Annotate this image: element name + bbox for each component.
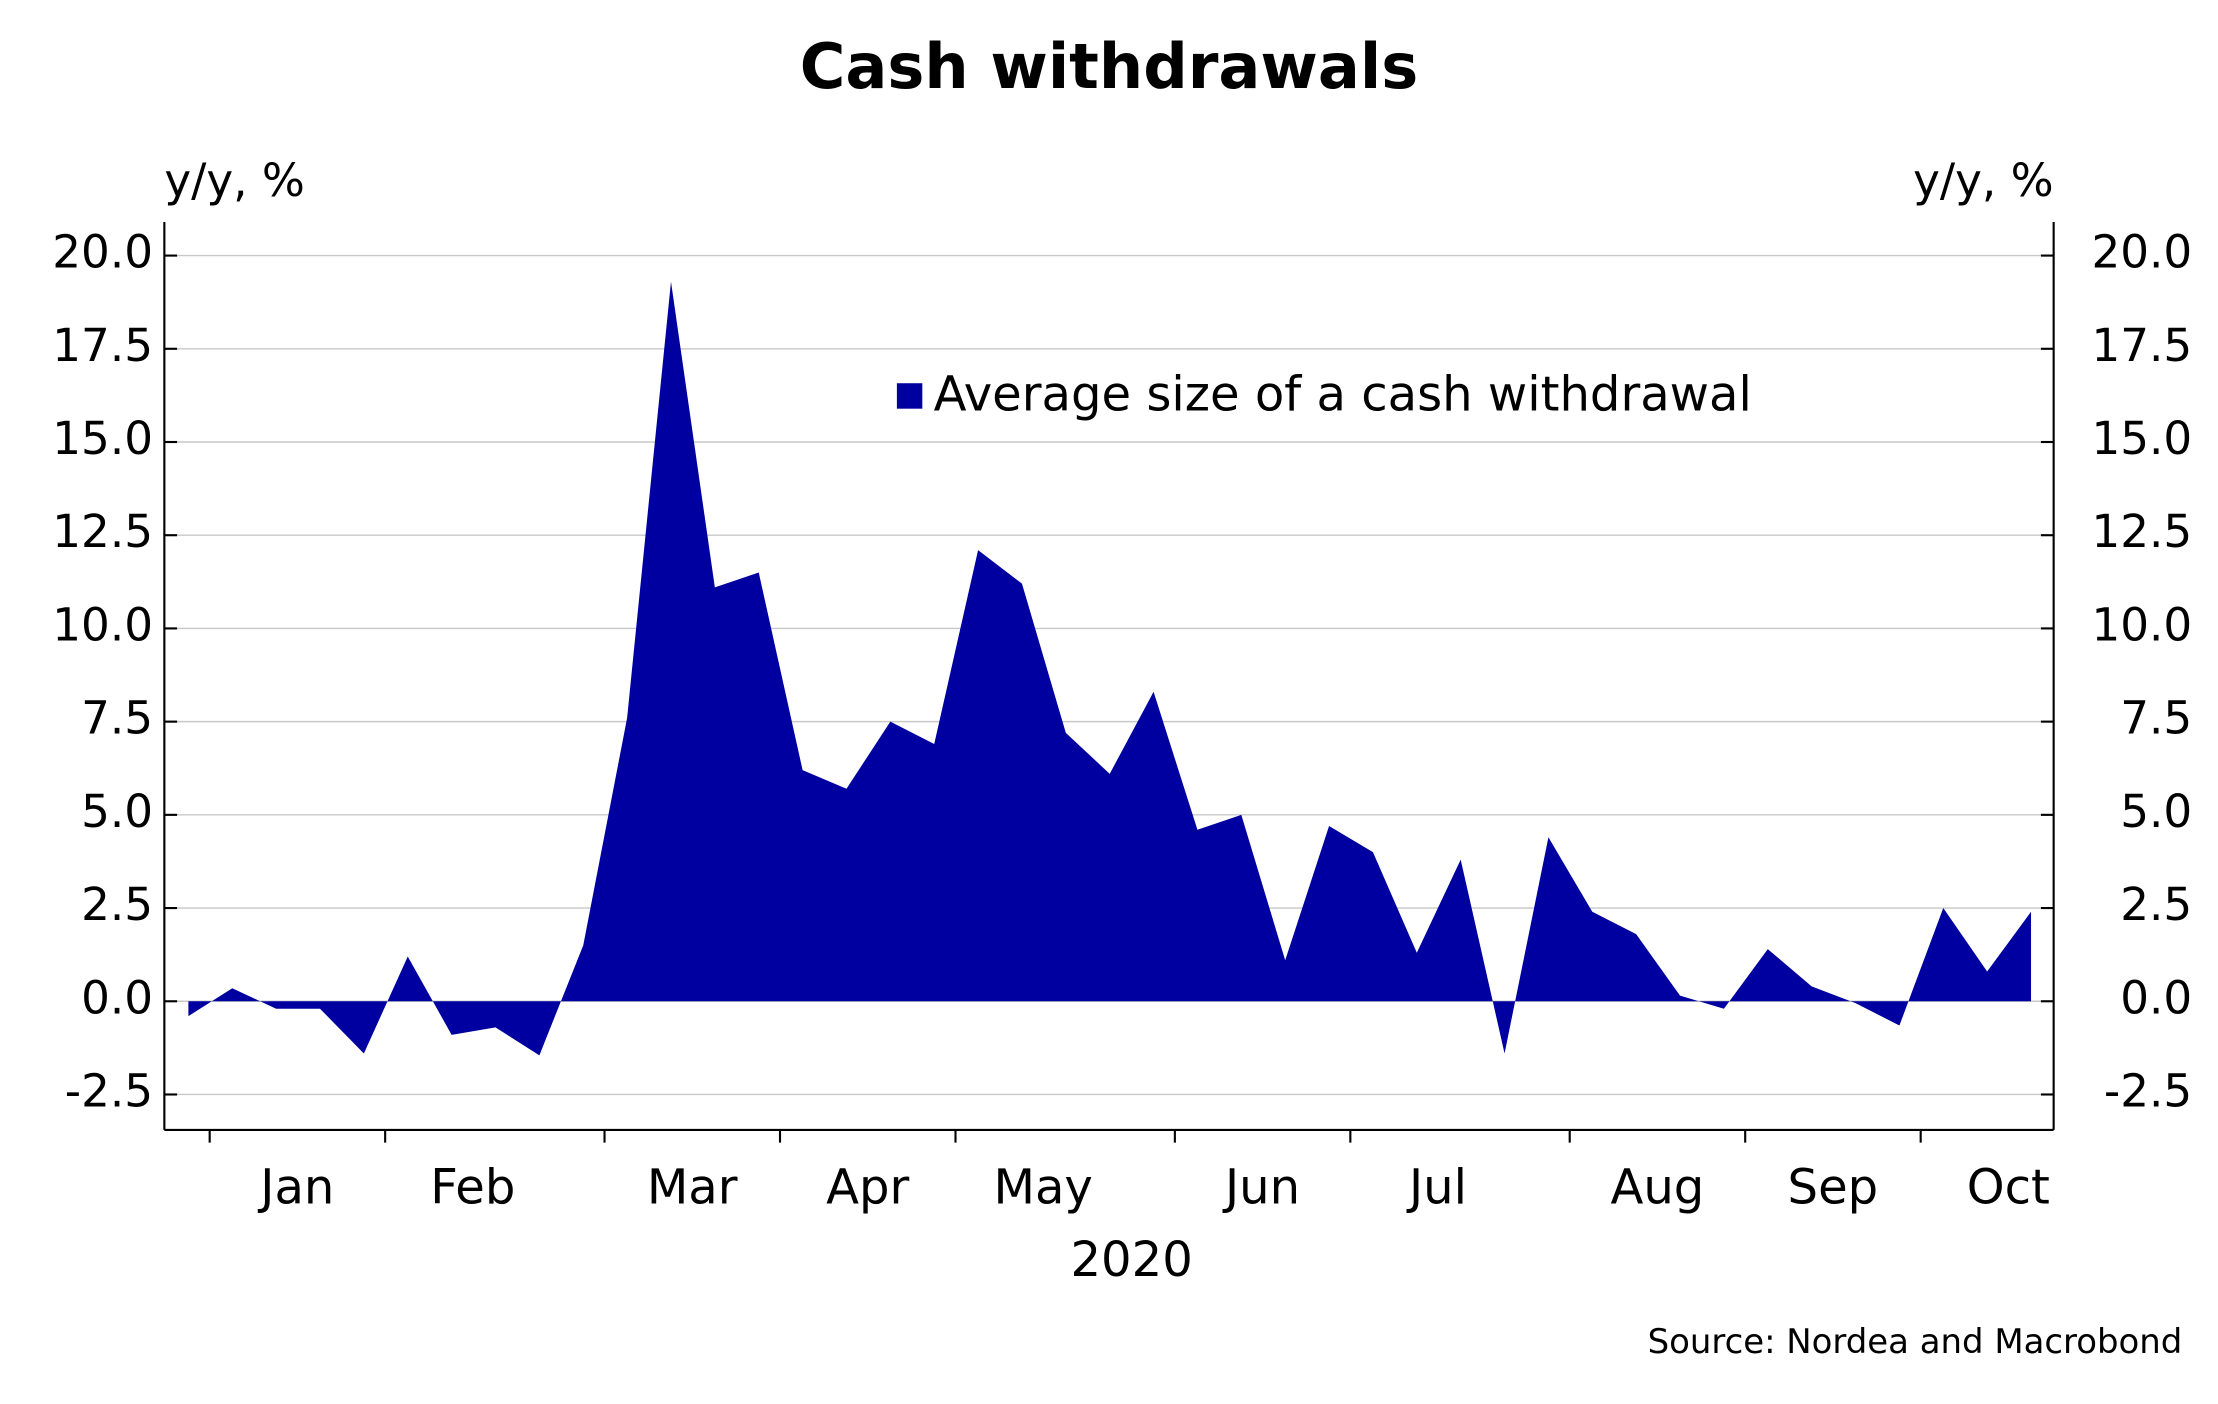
y2-tick-label: 10.0 [2091,598,2192,651]
y-axis-label: y/y, % [164,154,305,207]
y2-tick-label: 2.5 [2120,878,2192,931]
legend-swatch [896,383,923,409]
y-tick-label: 17.5 [52,319,153,372]
x-tick-label: Jul [1406,1160,1467,1216]
y2-tick-label: 5.0 [2120,785,2192,838]
y2-tick-label: -2.5 [2104,1064,2192,1117]
y2-tick-label: 0.0 [2120,971,2192,1024]
x-tick-label: Oct [1967,1160,2050,1216]
source-note: Source: Nordea and Macrobond [1648,1323,2183,1362]
x-tick-label: Jun [1222,1160,1300,1216]
y-tick-label: 2.5 [81,878,153,931]
y-tick-label: 12.5 [52,505,153,558]
chart-title: Cash withdrawals [800,30,1419,103]
x-axis-label: 2020 [1070,1232,1192,1288]
y-tick-label: 0.0 [81,971,153,1024]
x-tick-label: May [993,1160,1092,1216]
y-tick-label: 10.0 [52,598,153,651]
y-tick-label: 15.0 [52,412,153,465]
x-tick-label: Mar [647,1160,738,1216]
y2-tick-label: 15.0 [2091,412,2192,465]
x-tick-label: Feb [430,1160,515,1216]
x-tick-label: Sep [1788,1160,1879,1216]
x-tick-label: Aug [1610,1160,1704,1216]
x-tick-label: Apr [826,1160,909,1216]
y2-tick-label: 20.0 [2091,226,2192,279]
y-tick-label: -2.5 [65,1064,153,1117]
y2-tick-label: 7.5 [2120,692,2192,745]
y-tick-label: 5.0 [81,785,153,838]
x-tick-label: Jan [257,1160,334,1216]
y-tick-label: 7.5 [81,692,153,745]
area [188,281,2032,1056]
y2-tick-label: 17.5 [2091,319,2192,372]
y-tick-label: 20.0 [52,226,153,279]
legend-label: Average size of a cash withdrawal [934,366,1752,422]
y2-tick-label: 12.5 [2091,505,2192,558]
y2-axis-label: y/y, % [1913,154,2054,207]
